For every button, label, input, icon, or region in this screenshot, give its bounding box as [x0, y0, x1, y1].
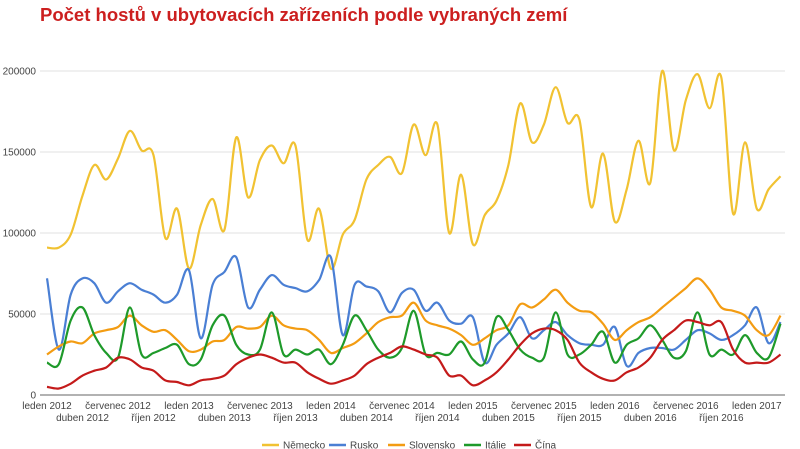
legend-label: Čína [535, 439, 557, 449]
y-tick-label: 200000 [3, 67, 37, 78]
y-tick-label: 150000 [3, 148, 37, 159]
x-tick-label: duben 2012 [56, 413, 109, 424]
x-tick-label: červenec 2012 [85, 401, 151, 412]
x-tick-label: říjen 2012 [131, 413, 176, 424]
series-line-3 [46, 305, 782, 369]
x-tick-label: říjen 2015 [557, 413, 602, 424]
x-tick-label: leden 2014 [306, 401, 356, 412]
x-tick-label: červenec 2015 [511, 401, 577, 412]
x-tick-label: duben 2016 [624, 413, 677, 424]
x-tick-label: duben 2014 [340, 413, 393, 424]
x-tick-label: červenec 2016 [653, 401, 719, 412]
x-tick-label: duben 2013 [198, 413, 251, 424]
x-tick-label: leden 2016 [590, 401, 640, 412]
x-tick-label: červenec 2013 [227, 401, 293, 412]
x-tick-label: říjen 2016 [699, 413, 744, 424]
x-tick-label: leden 2013 [164, 401, 214, 412]
x-tick-label: leden 2017 [732, 401, 782, 412]
series-line-0 [46, 69, 782, 270]
y-tick-label: 100000 [3, 229, 37, 240]
x-tick-label: duben 2015 [482, 413, 535, 424]
series-line-2 [46, 277, 782, 356]
chart-title: Počet hostů v ubytovacích zařízeních pod… [40, 4, 568, 25]
x-tick-label: leden 2012 [22, 401, 72, 412]
legend-label: Itálie [485, 441, 507, 449]
y-tick-label: 0 [30, 391, 36, 402]
legend-label: Rusko [350, 441, 379, 449]
legend-label: Německo [283, 441, 326, 449]
x-tick-label: leden 2015 [448, 401, 498, 412]
legend-label: Slovensko [409, 441, 456, 449]
series-line-4 [46, 318, 782, 390]
x-tick-label: říjen 2013 [273, 413, 318, 424]
x-tick-label: červenec 2014 [369, 401, 435, 412]
y-tick-label: 50000 [8, 310, 36, 321]
x-tick-label: říjen 2014 [415, 413, 460, 424]
